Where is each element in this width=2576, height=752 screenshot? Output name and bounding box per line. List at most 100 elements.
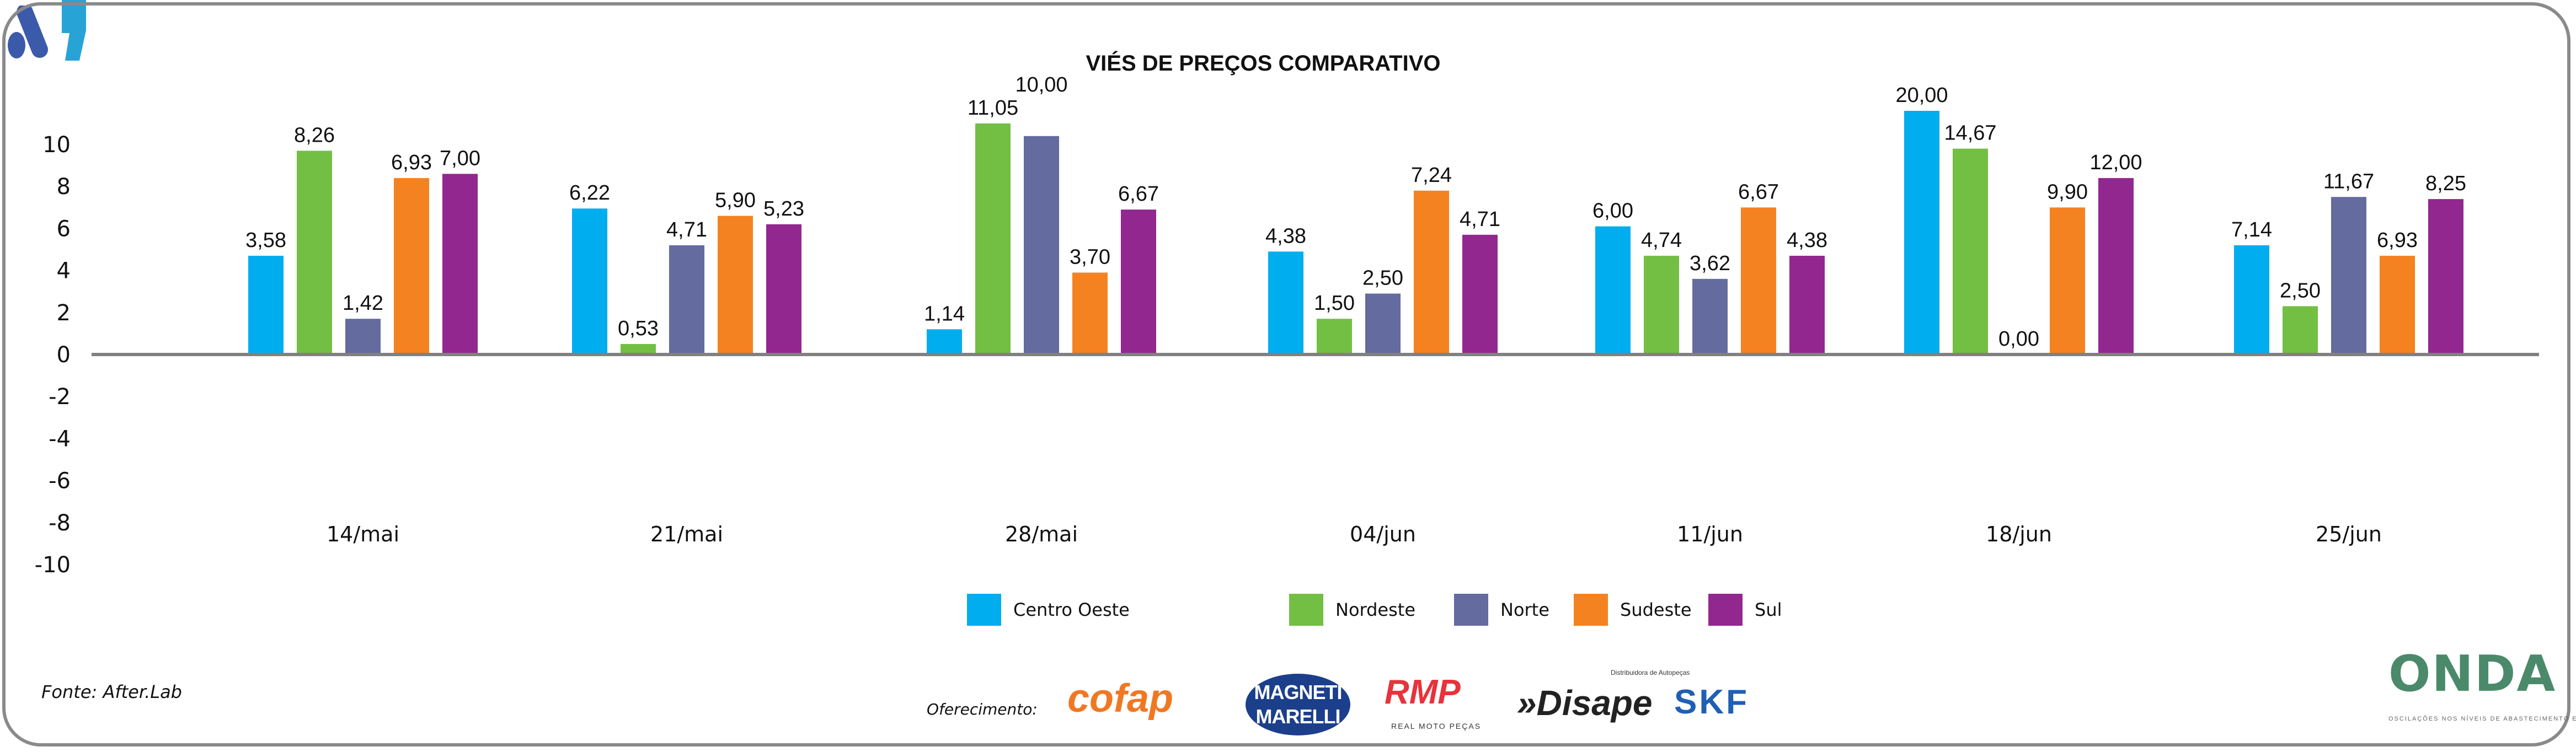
rmp-logo: RMP: [1385, 673, 1461, 711]
y-tick-label: -8: [49, 511, 71, 536]
disape-tagline: Distribuidora de Autopeças: [1611, 669, 1690, 676]
bar-nordeste: [1953, 148, 1988, 354]
disape-logo: »Disape: [1517, 683, 1653, 723]
onda-tagline: OSCILAÇÕES NOS NÍVEIS DE ABASTECIMENTO E…: [2388, 716, 2576, 722]
y-tick-label: 6: [57, 216, 71, 241]
y-tick-label: -10: [35, 552, 71, 578]
bar-sul: [766, 224, 801, 354]
x-tick-label: 25/jun: [2316, 522, 2382, 546]
legend-label: Centro Oeste: [1013, 599, 1130, 620]
bar-nordeste: [975, 123, 1011, 354]
data-label: 9,90: [2047, 180, 2088, 203]
legend-swatch: [1454, 594, 1488, 626]
x-tick-label: 14/mai: [327, 522, 399, 546]
data-label: 1,50: [1314, 292, 1355, 315]
bar-norte: [1024, 136, 1059, 354]
legend-label: Sudeste: [1620, 599, 1692, 620]
data-label: 5,23: [763, 197, 804, 221]
data-label: 20,00: [1895, 84, 1948, 107]
y-tick-label: 10: [42, 132, 71, 158]
bar-sul: [2428, 199, 2463, 354]
data-label: 6,00: [1592, 200, 1633, 223]
data-label: 3,70: [1070, 245, 1110, 268]
data-label: 2,50: [2280, 279, 2321, 302]
x-tick-label: 18/jun: [1986, 522, 2052, 546]
data-label: 3,58: [245, 229, 286, 252]
bar-nordeste: [2283, 306, 2318, 354]
bar-norte: [1692, 278, 1728, 354]
bar-norte: [345, 319, 381, 354]
y-tick-label: -2: [49, 384, 71, 410]
x-tick-label: 21/mai: [650, 522, 723, 546]
legend-item: Norte: [1454, 593, 1549, 626]
bar-centro-oeste: [927, 329, 962, 354]
data-label: 8,25: [2425, 172, 2466, 195]
legend-swatch: [1708, 594, 1743, 626]
x-axis: 14/mai 21/mai 28/mai 04/jun 11/jun 18/jun 25/j…: [327, 522, 2382, 546]
data-label: 6,93: [2377, 229, 2418, 252]
sponsor-label: Oferecimento:: [927, 700, 1038, 718]
data-label: 5,90: [715, 189, 756, 212]
magneti-marelli-logo: MAGNETI MARELLI: [1246, 674, 1350, 735]
legend-swatch: [967, 594, 1001, 626]
data-label: 7,14: [2231, 218, 2272, 241]
onda-logo: ONDA: [2388, 645, 2557, 703]
bar-sudeste: [394, 178, 429, 354]
bar-sul: [1789, 255, 1825, 354]
y-tick-label: 0: [57, 342, 71, 368]
legend-item: Nordeste: [1289, 593, 1415, 626]
legend-swatch: [1574, 594, 1608, 626]
bar-nordeste: [621, 343, 656, 354]
data-label: 0,00: [1998, 327, 2039, 351]
data-label: 1,42: [343, 292, 383, 315]
bar-sul: [2098, 178, 2134, 354]
legend-label: Norte: [1500, 599, 1549, 620]
bar-norte: [669, 245, 704, 354]
bar-sul: [442, 174, 478, 354]
data-label: 7,00: [440, 147, 480, 170]
data-label: 14,67: [1944, 122, 1996, 145]
legend-item: Sudeste: [1574, 593, 1692, 626]
bar-sudeste: [2050, 207, 2085, 354]
data-label: 12,00: [2089, 151, 2142, 174]
data-label: 6,22: [569, 181, 610, 205]
y-tick-label: 4: [57, 259, 71, 284]
x-tick-label: 28/mai: [1005, 522, 1078, 546]
bar-norte: [2331, 197, 2366, 354]
bar-sudeste: [1741, 207, 1776, 354]
data-label: 0,53: [618, 317, 659, 340]
bar-centro-oeste: [1904, 111, 1939, 355]
data-label: 8,26: [294, 123, 335, 147]
bar-nordeste: [1644, 255, 1679, 354]
data-label: 6,67: [1118, 182, 1159, 206]
y-tick-label: -6: [49, 469, 71, 494]
data-label: 1,14: [924, 302, 965, 325]
bar-sul: [1462, 234, 1498, 354]
bar-nordeste: [297, 151, 332, 354]
data-label: 10,00: [1015, 73, 1067, 96]
data-label: 3,62: [1690, 252, 1730, 275]
y-tick-label: 8: [57, 174, 71, 200]
bar-norte: [1365, 293, 1401, 354]
bar-centro-oeste: [572, 208, 607, 354]
data-label: 4,38: [1787, 229, 1827, 252]
legend-label: Sul: [1755, 599, 1782, 620]
source-note: Fonte: After.Lab: [41, 681, 182, 702]
bar-sul: [1121, 210, 1156, 354]
x-tick-label: 04/jun: [1350, 522, 1416, 546]
marelli-text: MARELLI: [1255, 705, 1341, 728]
bar-sudeste: [1072, 272, 1108, 354]
rmp-tagline: REAL MOTO PEÇAS: [1391, 722, 1482, 730]
y-axis: 10 8 6 4 2 0 -2 -4 -6 -8 -10: [35, 132, 71, 578]
bar-sudeste: [718, 216, 753, 354]
data-label: 11,05: [968, 96, 1018, 120]
chart-title: VIÉS DE PREÇOS COMPARATIVO: [1086, 51, 1440, 76]
bar-centro-oeste: [248, 255, 284, 354]
data-label: 4,38: [1265, 224, 1306, 248]
data-label: 6,93: [391, 151, 432, 174]
legend-label: Nordeste: [1335, 599, 1416, 620]
data-label: 4,74: [1641, 229, 1682, 252]
cofap-logo: cofap: [1067, 676, 1174, 721]
bar-sudeste: [1414, 190, 1449, 354]
